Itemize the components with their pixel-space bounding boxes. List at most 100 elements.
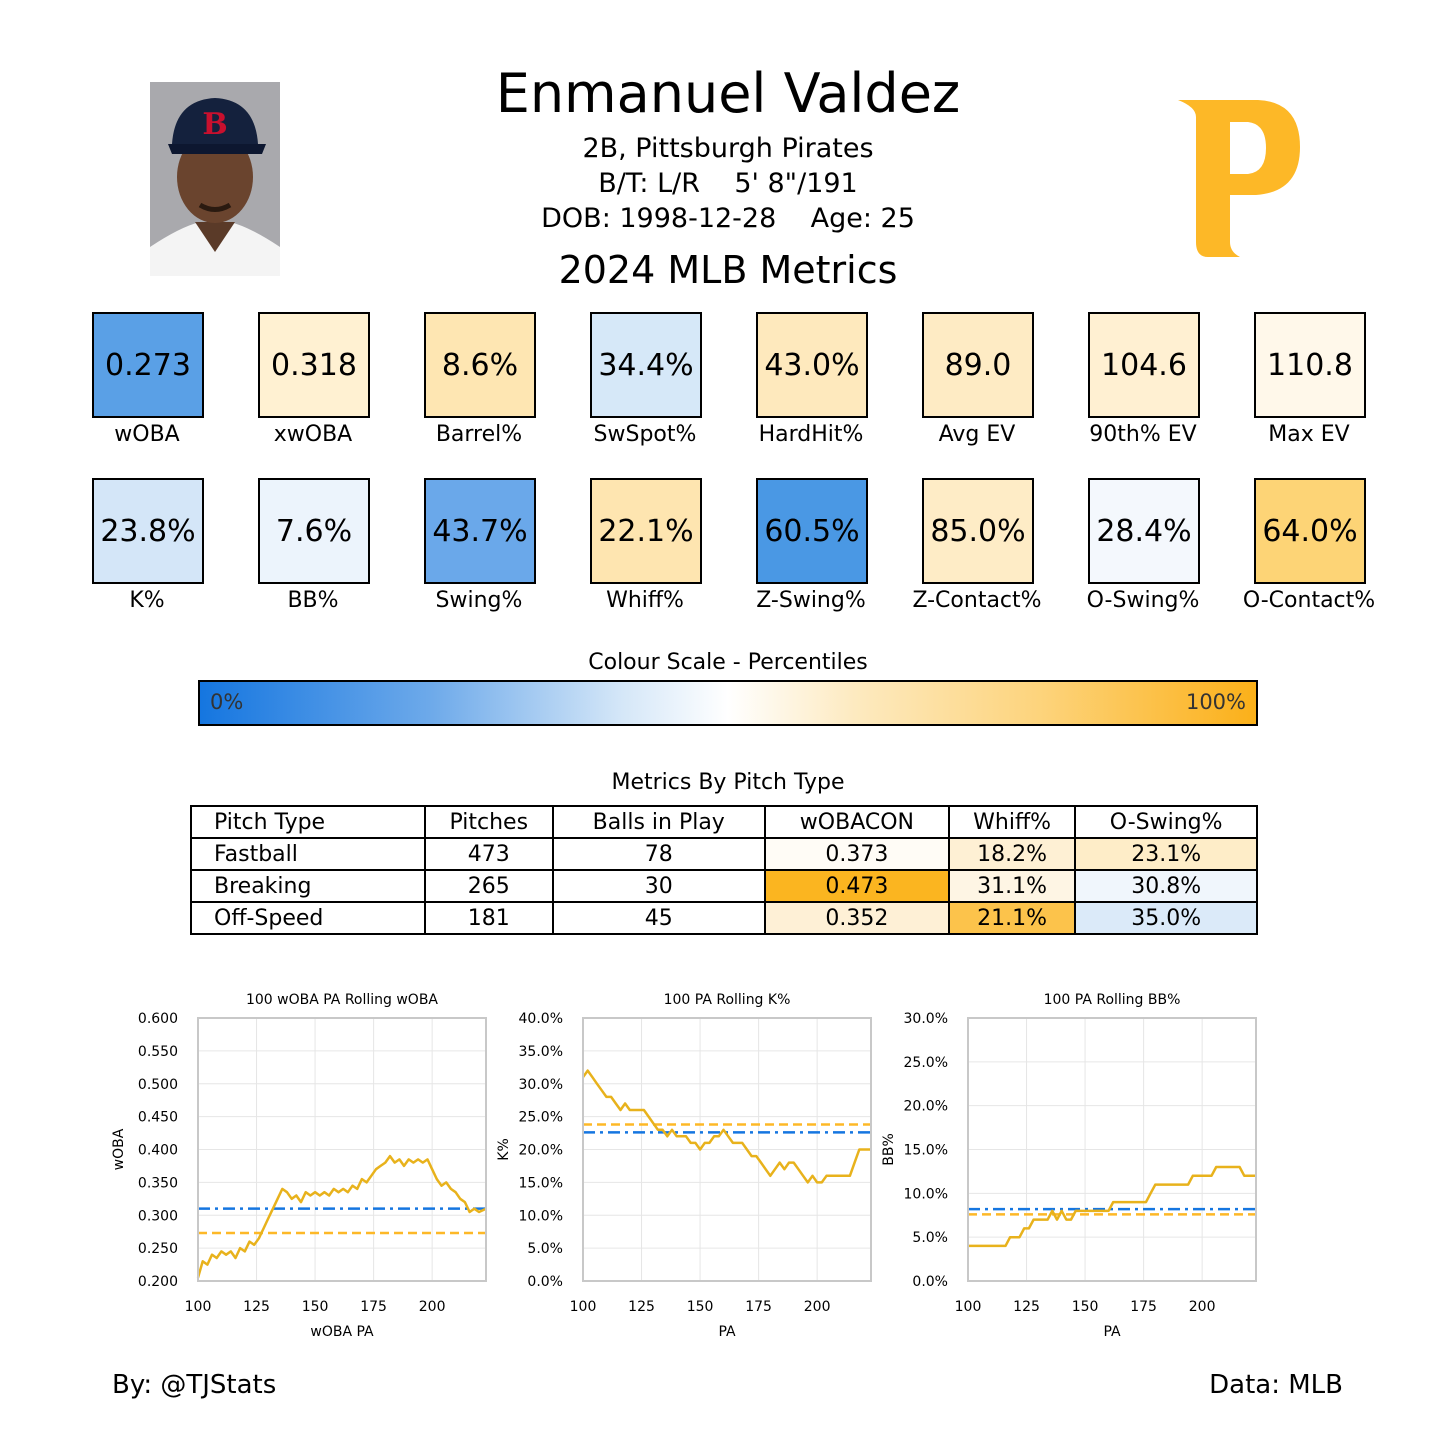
metric-tile: 43.0% HardHit% [726, 312, 896, 462]
metric-value: 0.273 [92, 312, 204, 418]
metric-label: O-Swing% [1086, 588, 1200, 613]
metric-label: HardHit% [758, 422, 864, 447]
metric-tile: 64.0% O-Contact% [1224, 478, 1394, 628]
colour-scale-bar: 0% 100% [198, 680, 1258, 726]
metric-tile: 60.5% Z-Swing% [726, 478, 896, 628]
table-header-cell: Whiff% [947, 805, 1077, 839]
svg-text:B: B [202, 107, 227, 142]
metric-label: K% [129, 588, 165, 613]
table-row: Fastball 473 78 0.373 18.2% 23.1% [190, 837, 1258, 871]
table-cell: 0.352 [763, 901, 950, 935]
y-tick-label: 15.0% [904, 1143, 948, 1159]
table-cell: 0.373 [763, 837, 950, 871]
metric-tile: 0.273 wOBA [62, 312, 232, 462]
metric-tile: 23.8% K% [62, 478, 232, 628]
y-tick-label: 20.0% [904, 1099, 948, 1115]
x-tick-label: 150 [687, 1299, 714, 1315]
x-axis-label: PA [1103, 1324, 1121, 1340]
y-tick-label: 5.0% [527, 1241, 563, 1257]
x-tick-label: 175 [745, 1299, 772, 1315]
metric-label: SwSpot% [593, 422, 697, 447]
metric-value: 0.318 [258, 312, 370, 418]
player-photo: B [150, 82, 280, 276]
metric-value: 8.6% [424, 312, 536, 418]
metric-label: Swing% [435, 588, 523, 613]
metric-tile: 34.4% SwSpot% [560, 312, 730, 462]
chart-svg: 0.0% 5.0% 10.0% 15.0% 20.0% 25.0% 30.0% 100 125 1… [881, 992, 1257, 1340]
metric-tile: 43.7% Swing% [394, 478, 564, 628]
metric-label: 90th% EV [1089, 422, 1197, 447]
metric-tile: 110.8 Max EV [1224, 312, 1394, 462]
table-cell: 78 [551, 837, 766, 871]
metric-tile: 89.0 Avg EV [892, 312, 1062, 462]
y-tick-label: 0.400 [138, 1143, 178, 1159]
metric-tile: 85.0% Z-Contact% [892, 478, 1062, 628]
x-tick-label: 100 [185, 1299, 212, 1315]
metric-value: 89.0 [922, 312, 1034, 418]
x-tick-label: 100 [955, 1299, 982, 1315]
y-tick-label: 0.350 [138, 1175, 178, 1191]
data-source: Data: MLB [1209, 1370, 1343, 1400]
player-dob-age: DOB: 1998-12-28 Age: 25 [541, 203, 915, 234]
pitch-table-title: Metrics By Pitch Type [611, 770, 845, 795]
colour-scale-max-label: 100% [1185, 690, 1246, 714]
report-title: 2024 MLB Metrics [558, 248, 898, 292]
y-tick-label: 0.200 [138, 1274, 178, 1290]
y-tick-label: 25.0% [904, 1055, 948, 1071]
metric-value: 43.7% [424, 478, 536, 584]
chart-rolling-k-pct: 0.0% 5.0% 10.0% 15.0% 20.0% 25.0% 30.0% 35.0% 40… [495, 985, 895, 1345]
series-line [968, 1165, 1256, 1248]
metric-value: 104.6 [1088, 312, 1200, 418]
metric-label: wOBA [114, 422, 180, 447]
metric-value: 34.4% [590, 312, 702, 418]
metric-value: 23.8% [92, 478, 204, 584]
metric-tile: 22.1% Whiff% [560, 478, 730, 628]
metric-label: Barrel% [435, 422, 523, 447]
metric-label: Z-Swing% [756, 588, 866, 613]
table-header-cell: Pitches [424, 805, 554, 839]
player-name: Enmanuel Valdez [495, 62, 961, 125]
plot-frame [967, 1017, 1257, 1282]
metric-tile: 104.6 90th% EV [1058, 312, 1228, 462]
metric-label: xwOBA [273, 422, 353, 447]
table-header-row: Pitch Type Pitches Balls in Play wOBACON Whi… [190, 805, 1258, 839]
table-row: Breaking 265 30 0.473 31.1% 30.8% [190, 869, 1258, 903]
table-cell: 30.8% [1074, 869, 1258, 903]
player-bats-throws: B/T: L/R 5' 8"/191 [598, 168, 858, 199]
table-cell: 35.0% [1074, 901, 1258, 935]
y-tick-label: 5.0% [912, 1230, 948, 1246]
metric-label: Whiff% [606, 588, 684, 613]
team-logo [1168, 92, 1308, 267]
y-tick-label: 0.300 [138, 1208, 178, 1224]
x-tick-label: 175 [360, 1299, 387, 1315]
metric-value: 85.0% [922, 478, 1034, 584]
x-tick-label: 150 [1072, 1299, 1099, 1315]
table-cell: 31.1% [947, 869, 1077, 903]
chart-svg: 0.200 0.250 0.300 0.350 0.400 0.450 0.500 0.550… [111, 992, 487, 1340]
x-tick-label: 100 [570, 1299, 597, 1315]
colour-scale-title: Colour Scale - Percentiles [588, 650, 868, 675]
y-axis-label: K% [496, 1138, 512, 1160]
byline: By: @TJStats [112, 1370, 277, 1400]
y-tick-label: 10.0% [519, 1208, 563, 1224]
table-cell: Fastball [190, 837, 426, 871]
y-tick-label: 40.0% [519, 1011, 563, 1027]
x-tick-label: 200 [419, 1299, 446, 1315]
metric-value: 28.4% [1088, 478, 1200, 584]
y-tick-label: 0.500 [138, 1077, 178, 1093]
metric-tile: 28.4% O-Swing% [1058, 478, 1228, 628]
x-tick-label: 175 [1130, 1299, 1157, 1315]
metric-label: Max EV [1268, 422, 1350, 447]
y-tick-label: 0.250 [138, 1241, 178, 1257]
metric-value: 43.0% [756, 312, 868, 418]
y-tick-label: 0.450 [138, 1110, 178, 1126]
series-line [196, 1154, 487, 1279]
y-tick-label: 15.0% [519, 1175, 563, 1191]
table-cell: Breaking [190, 869, 426, 903]
y-tick-label: 30.0% [519, 1077, 563, 1093]
table-cell: 21.1% [947, 901, 1077, 935]
y-tick-label: 0.600 [138, 1011, 178, 1027]
y-tick-label: 0.0% [527, 1274, 563, 1290]
metric-value: 7.6% [258, 478, 370, 584]
chart-title: 100 PA Rolling BB% [1044, 992, 1181, 1008]
